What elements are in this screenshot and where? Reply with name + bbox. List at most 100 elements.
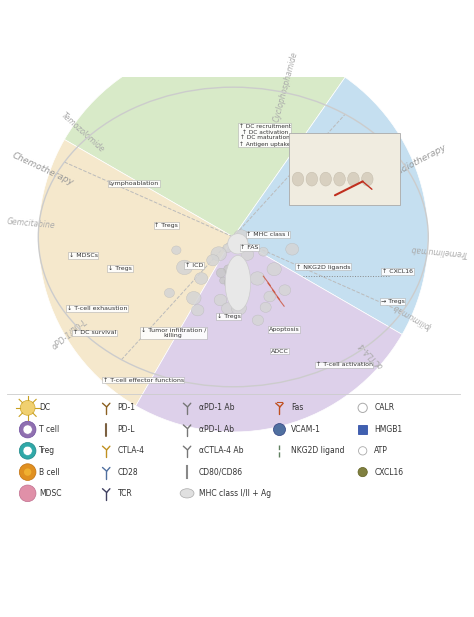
Text: ↓ MDSCs: ↓ MDSCs	[69, 253, 98, 258]
Text: CD80/CD86: CD80/CD86	[199, 468, 243, 476]
Text: PD-L: PD-L	[118, 425, 135, 434]
Circle shape	[19, 442, 36, 459]
Text: ↑ VCAM-1: ↑ VCAM-1	[363, 181, 395, 186]
Ellipse shape	[187, 291, 201, 305]
Text: Fas: Fas	[291, 404, 303, 412]
Ellipse shape	[224, 265, 233, 274]
Ellipse shape	[195, 273, 208, 284]
Text: Temozolomide: Temozolomide	[59, 111, 106, 154]
Text: ↓ Tregs: ↓ Tregs	[108, 265, 132, 271]
Ellipse shape	[223, 244, 232, 252]
Text: Lymphoablation: Lymphoablation	[109, 181, 159, 186]
Ellipse shape	[211, 247, 227, 261]
Text: Apoptosis: Apoptosis	[269, 327, 300, 332]
Ellipse shape	[260, 302, 271, 312]
Wedge shape	[136, 237, 402, 432]
Text: ↓ Tregs: ↓ Tregs	[217, 313, 241, 319]
Ellipse shape	[229, 266, 239, 276]
Ellipse shape	[234, 230, 248, 243]
Text: CALR: CALR	[374, 404, 394, 412]
Circle shape	[273, 423, 285, 436]
Text: MHC class I/II + Ag: MHC class I/II + Ag	[199, 489, 271, 498]
Wedge shape	[38, 139, 233, 406]
Text: ↑ NKG2D ligands: ↑ NKG2D ligands	[296, 264, 351, 270]
Text: ↓ Tumor infiltration /
killing: ↓ Tumor infiltration / killing	[140, 328, 206, 338]
Circle shape	[23, 446, 32, 455]
Text: Cyclophosphamide: Cyclophosphamide	[272, 50, 300, 123]
Text: B cell: B cell	[39, 468, 60, 476]
Ellipse shape	[239, 271, 249, 281]
Text: CTLA-4: CTLA-4	[118, 446, 145, 455]
Ellipse shape	[237, 289, 247, 299]
Text: ↑ DC recruitment
↑ DC activation
↑ DC maturation
↑ Antigen uptake: ↑ DC recruitment ↑ DC activation ↑ DC ma…	[239, 124, 291, 147]
Ellipse shape	[258, 247, 268, 256]
Text: Ipilimumab: Ipilimumab	[392, 302, 433, 331]
Ellipse shape	[362, 172, 373, 186]
Ellipse shape	[221, 303, 234, 314]
Circle shape	[19, 421, 36, 438]
Text: Gemcitabine: Gemcitabine	[7, 217, 56, 230]
Ellipse shape	[292, 172, 304, 186]
Text: αPD-1 Ab: αPD-1 Ab	[199, 404, 234, 412]
Text: → Tregs: → Tregs	[381, 299, 405, 304]
Ellipse shape	[224, 278, 234, 288]
Text: MDSC: MDSC	[39, 489, 62, 498]
Ellipse shape	[214, 294, 227, 306]
FancyBboxPatch shape	[358, 425, 367, 434]
Ellipse shape	[180, 489, 194, 498]
Ellipse shape	[172, 246, 181, 254]
FancyBboxPatch shape	[289, 133, 400, 204]
Ellipse shape	[306, 172, 318, 186]
Ellipse shape	[264, 291, 275, 302]
Ellipse shape	[207, 255, 219, 266]
Ellipse shape	[279, 285, 291, 296]
Ellipse shape	[219, 277, 227, 284]
Text: ↑ ICD: ↑ ICD	[185, 263, 203, 268]
Circle shape	[24, 468, 31, 476]
Ellipse shape	[334, 172, 346, 186]
Ellipse shape	[234, 276, 242, 285]
Ellipse shape	[176, 260, 192, 275]
Wedge shape	[64, 42, 345, 237]
Ellipse shape	[320, 172, 331, 186]
Text: CXCL16: CXCL16	[374, 468, 403, 476]
Text: ↑ T-cell activation: ↑ T-cell activation	[316, 362, 373, 367]
Text: PD-1: PD-1	[118, 404, 136, 412]
Ellipse shape	[250, 271, 265, 285]
Ellipse shape	[241, 249, 254, 260]
Text: ↑ DC survival: ↑ DC survival	[73, 331, 116, 336]
Ellipse shape	[235, 265, 246, 276]
Text: ↑ CXCL16: ↑ CXCL16	[382, 269, 413, 274]
Circle shape	[358, 447, 367, 455]
Ellipse shape	[286, 243, 299, 255]
Text: T cell: T cell	[39, 425, 59, 434]
Text: αPD-L Ab: αPD-L Ab	[199, 425, 234, 434]
Text: Treg: Treg	[39, 446, 55, 455]
Ellipse shape	[217, 268, 226, 278]
Ellipse shape	[231, 301, 246, 315]
Ellipse shape	[347, 172, 359, 186]
Text: Tremelimumab: Tremelimumab	[410, 244, 468, 258]
Ellipse shape	[164, 288, 174, 297]
Wedge shape	[233, 77, 428, 334]
Text: αCTLA-4 Ab: αCTLA-4 Ab	[199, 446, 243, 455]
Ellipse shape	[225, 255, 251, 311]
Text: Radiotherapy: Radiotherapy	[390, 143, 448, 179]
Text: HMGB1: HMGB1	[374, 425, 402, 434]
Ellipse shape	[191, 305, 204, 316]
Text: αPD-1/PD-L: αPD-1/PD-L	[51, 318, 90, 352]
Text: ATP: ATP	[374, 446, 388, 455]
Text: CD28: CD28	[118, 468, 138, 476]
Text: TCR: TCR	[118, 489, 133, 498]
Circle shape	[228, 234, 248, 254]
Text: ↓ T-cell exhaustion: ↓ T-cell exhaustion	[67, 306, 127, 311]
Text: ↑ Tregs: ↑ Tregs	[155, 223, 178, 228]
Circle shape	[23, 425, 32, 434]
Text: DC: DC	[39, 404, 50, 412]
Ellipse shape	[252, 315, 264, 325]
Circle shape	[358, 404, 367, 413]
Ellipse shape	[227, 285, 237, 296]
Circle shape	[19, 485, 36, 502]
Text: αCTLA-4: αCTLA-4	[357, 340, 386, 370]
Text: NKG2D ligand: NKG2D ligand	[291, 446, 345, 455]
